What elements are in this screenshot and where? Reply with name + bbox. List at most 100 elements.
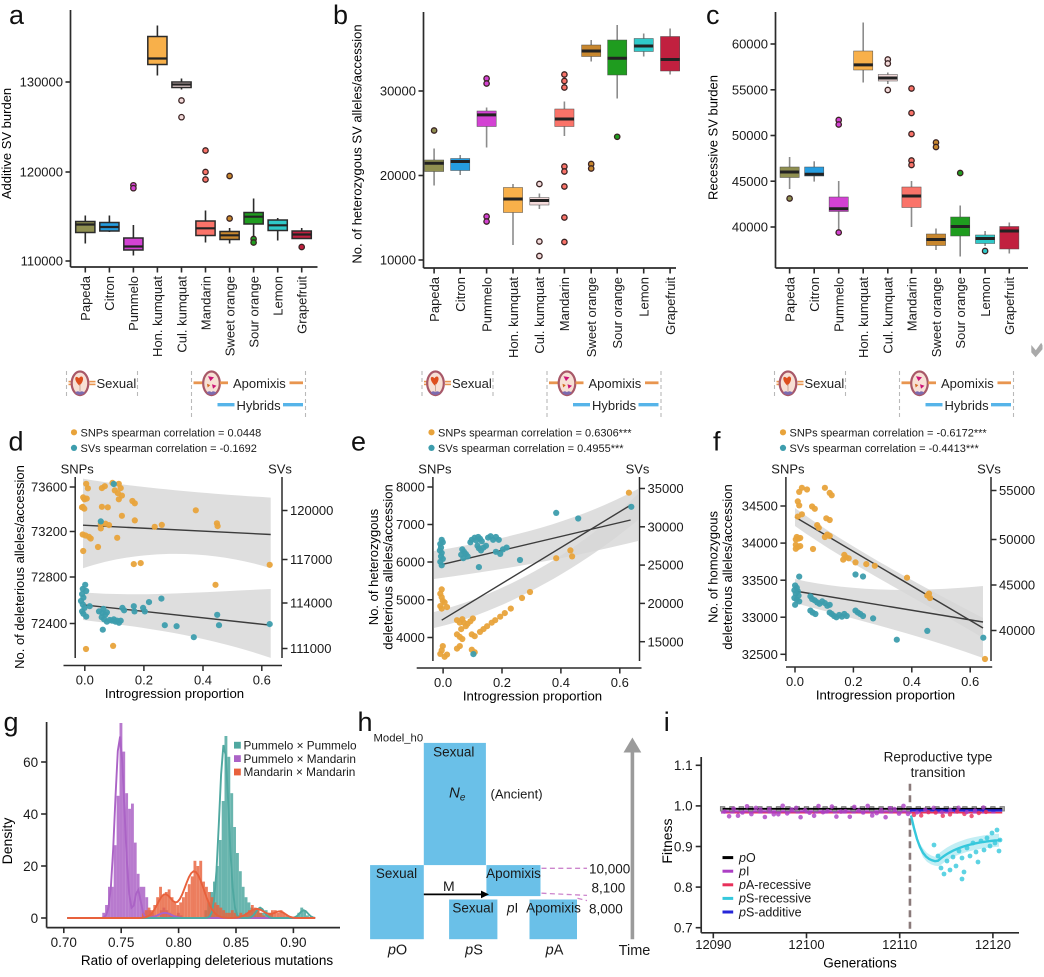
svg-text:SVs spearman correlation = -0.: SVs spearman correlation = -0.4413*** [790,443,980,455]
svg-text:Hon. kumquat: Hon. kumquat [856,277,871,358]
svg-text:5000: 5000 [396,592,425,607]
svg-text:20000: 20000 [380,168,416,183]
svg-text:12110: 12110 [882,937,917,952]
svg-text:Ratio of overlapping deleterio: Ratio of overlapping deleterious mutatio… [81,953,333,968]
svg-text:20000: 20000 [648,596,684,611]
svg-text:pS: pS [464,943,483,959]
svg-text:0.6: 0.6 [253,673,271,688]
svg-text:Model_h0: Model_h0 [374,733,424,745]
svg-text:0.4: 0.4 [903,674,921,689]
svg-text:SVs spearman correlation = -0.: SVs spearman correlation = -0.1692 [81,443,257,455]
svg-text:i: i [664,707,670,737]
svg-text:34000: 34000 [742,536,778,551]
svg-text:Recessive SV burden: Recessive SV burden [706,75,721,200]
svg-text:pO: pO [738,851,756,865]
svg-text:Introgression proportion: Introgression proportion [816,688,955,703]
svg-text:0.6: 0.6 [611,675,629,690]
svg-text:Sexual: Sexual [433,745,474,760]
svg-text:Papeda: Papeda [78,275,93,321]
svg-text:30000: 30000 [648,519,684,534]
svg-text:b: b [333,0,348,30]
svg-text:55000: 55000 [999,483,1035,498]
svg-text:Lemon: Lemon [271,276,286,316]
svg-text:Mandarin: Mandarin [198,276,213,330]
svg-text:Sweet orange: Sweet orange [929,277,944,357]
svg-text:Reproductive type: Reproductive type [884,750,993,765]
svg-text:8,100: 8,100 [592,880,626,895]
svg-text:Sexual: Sexual [452,901,493,916]
svg-text:Sour orange: Sour orange [953,277,968,349]
svg-text:SNPs: SNPs [771,462,805,477]
svg-text:SNPs: SNPs [61,462,95,477]
svg-text:72400: 72400 [31,616,67,631]
svg-text:Introgression proportion: Introgression proportion [105,686,244,701]
svg-text:30000: 30000 [380,84,416,99]
svg-text:34500: 34500 [742,499,778,514]
svg-text:10,000: 10,000 [589,862,630,877]
svg-text:33500: 33500 [742,573,778,588]
svg-text:SNPs spearman correlation = 0.: SNPs spearman correlation = 0.6306*** [438,428,632,440]
svg-text:0.8: 0.8 [674,880,693,895]
svg-text:Cul. kumquat: Cul. kumquat [881,277,896,354]
svg-text:pO: pO [387,943,407,959]
svg-text:117000: 117000 [290,552,332,567]
svg-text:0.90: 0.90 [280,935,306,950]
svg-text:No. of heterozygous: No. of heterozygous [366,508,381,625]
svg-text:Lemon: Lemon [637,277,652,317]
svg-text:SVs: SVs [268,462,292,477]
svg-text:1.1: 1.1 [674,758,693,773]
svg-text:Mandarin: Mandarin [557,277,572,331]
svg-text:h: h [358,707,373,737]
svg-text:4000: 4000 [396,630,425,645]
svg-text:40000: 40000 [999,623,1035,638]
svg-text:Sexual: Sexual [97,376,137,391]
svg-text:a: a [9,0,25,30]
svg-text:0.2: 0.2 [493,675,511,690]
svg-text:8,000: 8,000 [589,901,623,916]
svg-text:g: g [4,707,19,737]
svg-text:Pummelo: Pummelo [126,276,141,331]
svg-text:111000: 111000 [290,641,331,656]
svg-text:Hon. kumquat: Hon. kumquat [150,276,165,357]
svg-text:12090: 12090 [695,937,731,952]
svg-text:25000: 25000 [648,558,684,573]
svg-text:Grapefruit: Grapefruit [663,277,678,335]
svg-text:0.85: 0.85 [223,935,249,950]
svg-text:Additive SV burden: Additive SV burden [0,88,14,199]
svg-text:114000: 114000 [290,596,332,611]
svg-text:0.0: 0.0 [434,675,452,690]
svg-text:Hybrids: Hybrids [237,398,282,413]
svg-text:(Ancient): (Ancient) [491,787,543,802]
svg-text:deleterious alleles/accession: deleterious alleles/accession [381,484,396,649]
svg-text:Citron: Citron [453,277,468,312]
svg-text:12100: 12100 [788,937,824,952]
svg-text:d: d [9,427,24,457]
svg-text:Apomixis: Apomixis [941,376,994,391]
svg-text:Apomixis: Apomixis [233,376,286,391]
svg-text:transition: transition [911,765,966,780]
svg-text:Density: Density [0,818,15,865]
svg-text:Pummelo × Pummelo: Pummelo × Pummelo [244,738,358,752]
svg-text:110000: 110000 [21,254,63,269]
svg-text:SVs spearman correlation = 0.4: SVs spearman correlation = 0.4955*** [438,443,624,455]
svg-text:Cul. kumquat: Cul. kumquat [174,276,189,353]
svg-text:40: 40 [23,807,38,822]
svg-text:Mandarin × Mandarin: Mandarin × Mandarin [244,765,356,779]
svg-text:SVs: SVs [626,462,650,477]
svg-text:Grapefruit: Grapefruit [295,276,310,334]
svg-text:6000: 6000 [396,555,425,570]
svg-text:Hybrids: Hybrids [592,398,637,413]
svg-text:Grapefruit: Grapefruit [1002,277,1017,335]
svg-text:Hon. kumquat: Hon. kumquat [506,277,521,358]
svg-text:M: M [443,878,455,894]
svg-text:Apomixis: Apomixis [589,376,642,391]
svg-text:pA-recessive: pA-recessive [738,878,811,892]
svg-text:0.0: 0.0 [786,674,804,689]
svg-text:130000: 130000 [20,75,63,90]
svg-text:0.6: 0.6 [961,674,979,689]
svg-text:0.9: 0.9 [674,839,693,854]
svg-text:55000: 55000 [732,82,768,97]
svg-text:Sweet orange: Sweet orange [222,276,237,356]
svg-text:12120: 12120 [975,937,1011,952]
svg-text:Pummelo: Pummelo [479,277,494,332]
